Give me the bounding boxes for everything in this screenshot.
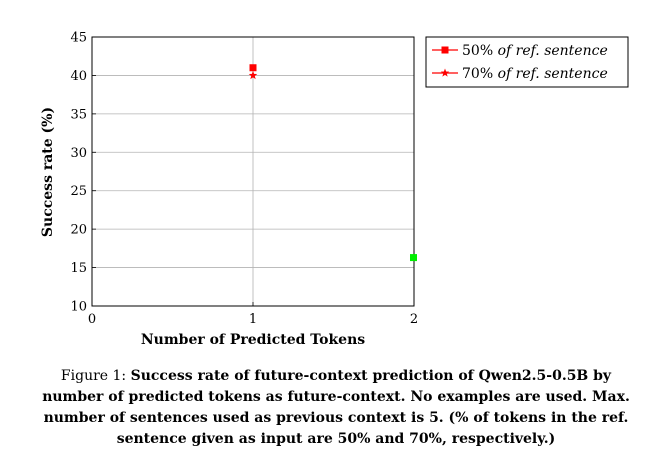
y-tick-label: 20 [70, 223, 87, 238]
data-point-series-1 [249, 64, 257, 72]
legend-marker-2 [440, 68, 450, 77]
y-tick-label: 25 [70, 184, 87, 199]
legend: 50% of ref. sentence 70% of ref. sentence [425, 36, 629, 88]
y-tick-label: 30 [70, 146, 87, 161]
chart: 10 15 20 25 30 35 40 45 0 1 2 Number of Predicted… [40, 31, 629, 348]
legend-marker-1 [441, 46, 449, 54]
x-axis-ticks: 0 1 2 [88, 302, 418, 327]
y-tick-label: 45 [70, 31, 87, 46]
x-axis-label: Number of Predicted Tokens [141, 332, 365, 348]
legend-box [425, 36, 629, 88]
figure-caption: Figure 1: Success rate of future-context… [36, 366, 636, 450]
y-axis-label: Success rate (%) [40, 107, 56, 237]
y-tick-label: 40 [70, 69, 87, 84]
data-points [248, 64, 417, 262]
data-point-series-2 [248, 70, 258, 80]
grid-lines [92, 37, 414, 306]
x-tick-label: 1 [249, 312, 257, 327]
x-tick-label: 2 [410, 312, 418, 327]
y-tick-label: 10 [70, 300, 87, 315]
y-tick-label: 15 [70, 261, 87, 276]
x-tick-label: 0 [88, 312, 96, 327]
caption-number: Figure 1: [60, 368, 127, 384]
legend-label-1: 50% of ref. sentence [462, 43, 608, 59]
legend-label-2: 70% of ref. sentence [462, 66, 608, 82]
data-point-series-1 [410, 254, 417, 262]
y-axis-ticks: 10 15 20 25 30 35 40 45 [70, 31, 96, 315]
y-tick-label: 35 [70, 107, 87, 122]
caption-text: Success rate of future-context predictio… [42, 368, 630, 447]
